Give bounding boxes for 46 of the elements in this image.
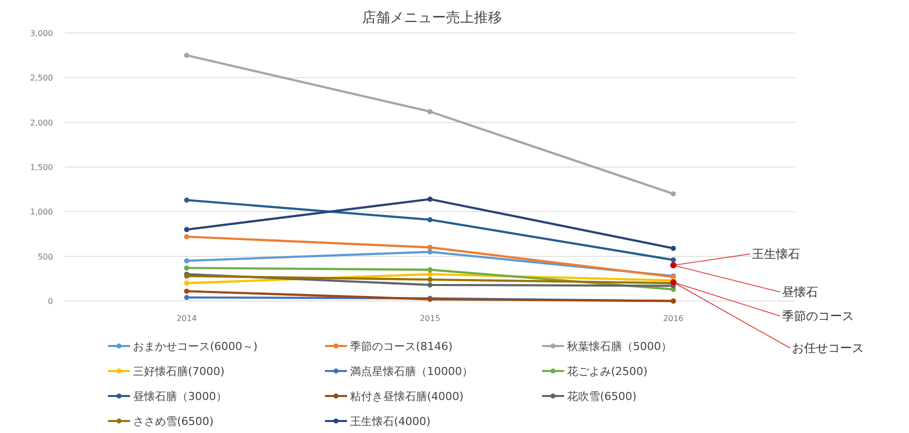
x-tick-label: 2016 [663,314,684,323]
point [427,196,433,202]
point [184,280,190,286]
y-tick-label: 2,000 [30,118,53,128]
y-tick-label: 1,500 [30,163,53,172]
point [427,109,433,114]
point [184,197,190,203]
legend-label: 満点星懐石膳（10000） [350,365,473,378]
point [427,217,433,222]
point [184,234,190,240]
point [184,226,190,232]
x-tick-label: 2014 [176,314,197,323]
point [184,294,190,300]
legend-label: おまかせコース(6000～) [133,340,258,353]
y-tick-label: 0 [48,297,53,306]
point [427,249,433,254]
point [427,276,433,282]
y-tick-label: 500 [38,252,53,262]
y-tick-label: 2,500 [30,74,53,83]
point [427,267,433,272]
legend-label: 粘付き昼懐石膳(4000) [350,390,464,403]
x-tick-label: 2015 [420,314,440,323]
point [184,288,190,294]
point [427,244,433,250]
legend-label: 三好懐石膳(7000) [133,365,225,378]
point [670,257,676,263]
annotation: 王生懐石 [752,247,800,261]
point [670,191,676,196]
point [427,282,433,288]
chart-title: 店舗メニュー売上推移 [362,10,502,26]
legend-label: 花ごよみ(2500) [567,365,648,378]
point [670,246,676,251]
point [184,258,190,264]
legend-label: 秋葉懐石膳（5000） [567,340,672,353]
point [184,52,190,58]
point [184,265,190,271]
legend-label: 季節のコース(8146) [350,340,453,353]
annotation: お任せコース [792,341,864,355]
y-tick-label: 3,000 [30,29,53,38]
annotation: 季節のコース [782,309,854,323]
legend-label: 昼懐石膳（3000） [133,390,227,403]
legend-label: 花吹雪(6500) [567,390,637,403]
y-tick-label: 1,000 [30,208,53,217]
annotation: 昼懐石 [782,285,818,299]
legend-label: ささめ雪(6500) [133,415,214,428]
legend-label: 王生懐石(4000) [350,415,431,428]
